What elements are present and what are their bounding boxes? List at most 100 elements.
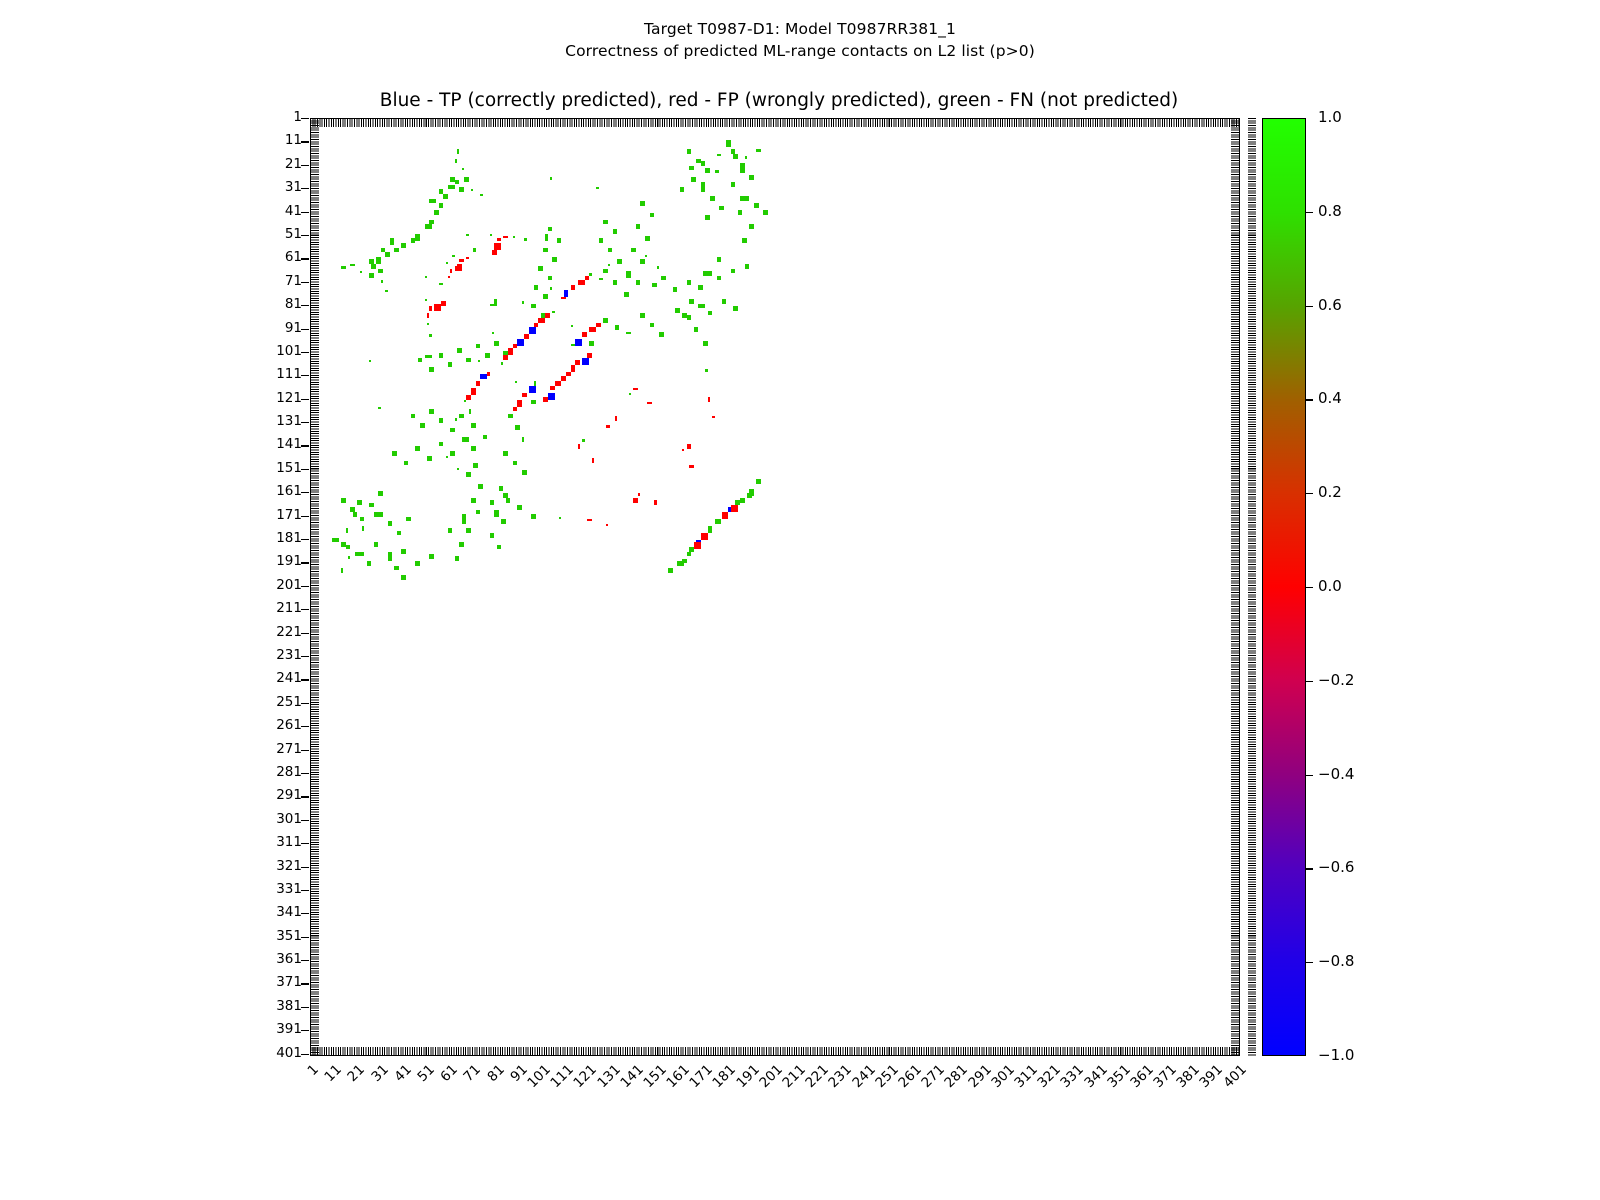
contact-cell-fn [749, 175, 754, 180]
contact-cell-fn [401, 242, 407, 248]
contact-cell-fn [385, 289, 388, 293]
contact-cell-fn [473, 247, 476, 253]
contact-cell-fn [753, 203, 759, 208]
contact-cell-fn [749, 224, 754, 229]
contact-cell-fn [466, 472, 471, 477]
contact-cell-fp [577, 444, 581, 449]
contact-cell-fn [626, 331, 632, 335]
contact-cell-fp [638, 493, 641, 496]
contact-cell-fn [644, 235, 650, 241]
contact-map-plot [310, 118, 1240, 1056]
y-axis-tick-label: 71 [284, 272, 302, 289]
contact-cell-fn [740, 497, 745, 503]
y-axis-tick [301, 281, 309, 283]
contact-cell-fn [705, 369, 708, 372]
contact-cell-fn [617, 259, 622, 265]
contact-cell-fn [631, 247, 636, 253]
contact-cell-fn [454, 158, 458, 164]
contact-cell-fp [503, 355, 509, 360]
contact-cell-fn [368, 502, 374, 508]
contact-cell-fn [480, 193, 483, 197]
contact-cell-fn [686, 315, 692, 321]
contact-cell-fn [714, 170, 720, 173]
colorbar-minor-ticks [1248, 118, 1256, 1056]
contact-cell-fn [394, 247, 400, 253]
contact-cell-fn [582, 439, 585, 442]
contact-cell-fn [598, 238, 604, 243]
contact-cell-fn [740, 168, 745, 173]
y-axis-tick-label: 181 [276, 530, 302, 547]
colorbar-tick-label: −1.0 [1318, 1046, 1355, 1064]
contact-cell-fp [589, 327, 597, 332]
contact-cell-fn [489, 303, 497, 307]
contact-cell-fn [345, 544, 351, 550]
contact-cell-fn [698, 285, 703, 290]
contact-cell-fp [707, 397, 710, 403]
contact-cell-fn [607, 247, 613, 253]
contact-cell-fp [549, 385, 555, 391]
contact-cell-fn [640, 259, 645, 265]
contact-cell-fn [359, 516, 365, 522]
contact-cell-fp [561, 296, 567, 300]
contact-cell-fn [366, 561, 372, 566]
contact-cell-fn [429, 219, 434, 225]
contact-cell-fn [682, 558, 687, 564]
contact-cell-fp [561, 376, 567, 381]
contact-cell-fn [501, 519, 506, 524]
contact-cell-fn [682, 313, 687, 318]
contact-cell-fn [466, 528, 471, 534]
colorbar-tick [1306, 587, 1313, 589]
contact-cell-fp [633, 388, 638, 391]
contact-cell-fn [726, 140, 731, 148]
contact-cell-fn [484, 352, 490, 358]
contact-cell-fn [656, 266, 659, 269]
y-axis-tick [301, 585, 309, 588]
contact-cell-fn [378, 406, 381, 410]
contact-cell-fp [721, 511, 729, 519]
contact-cell-fn [415, 446, 420, 452]
contact-cell-fn [489, 233, 492, 236]
y-axis-tick-label: 141 [276, 436, 302, 453]
y-axis-tick-label: 91 [284, 319, 302, 336]
y-axis-tick-label: 261 [276, 717, 302, 734]
contact-cell-fn [368, 359, 372, 363]
contact-cell-fn [375, 257, 381, 265]
y-axis-tick-label: 1 [293, 109, 302, 125]
contact-cell-fn [542, 247, 548, 253]
contact-cell-fn [700, 182, 706, 187]
contact-cell-fn [542, 294, 548, 300]
y-axis-tick [301, 328, 309, 330]
y-axis-tick-label: 151 [276, 459, 302, 476]
contact-cell-fp [517, 399, 523, 407]
contact-cell-fp [570, 364, 576, 372]
contact-cell-fn [540, 313, 546, 318]
contact-cell-fp [712, 416, 715, 419]
contact-cell-fn [459, 186, 465, 192]
contact-cell-fp [538, 317, 546, 323]
contact-cell-fn [675, 308, 680, 314]
contact-cell-fn [450, 177, 455, 183]
contact-cell-fn [464, 177, 469, 183]
y-axis-tick [301, 562, 309, 564]
contact-cell-tp [728, 509, 731, 512]
contact-cell-fn [394, 565, 400, 571]
contact-cell-fn [589, 273, 592, 276]
contact-cell-fn [464, 399, 467, 403]
contact-cell-fn [531, 514, 536, 519]
contact-cell-fn [705, 168, 710, 173]
contact-cell-fn [721, 299, 727, 304]
contact-cell-fn [763, 210, 768, 215]
y-axis-tick [301, 305, 309, 307]
y-axis-tick [301, 936, 309, 938]
y-axis-tick-label: 21 [284, 155, 302, 172]
x-axis-minor-ticks-bottom [310, 1047, 1240, 1056]
contact-cell-fn [387, 556, 393, 562]
y-axis-tick [301, 211, 309, 213]
contact-cell-fn [429, 198, 437, 204]
contact-cell-fn [733, 154, 738, 159]
y-axis-tick [301, 375, 309, 377]
colorbar-tick [1306, 305, 1313, 307]
contact-cell-fn [686, 280, 692, 286]
contact-cell-fp [566, 371, 571, 377]
contact-cell-fn [341, 497, 346, 503]
